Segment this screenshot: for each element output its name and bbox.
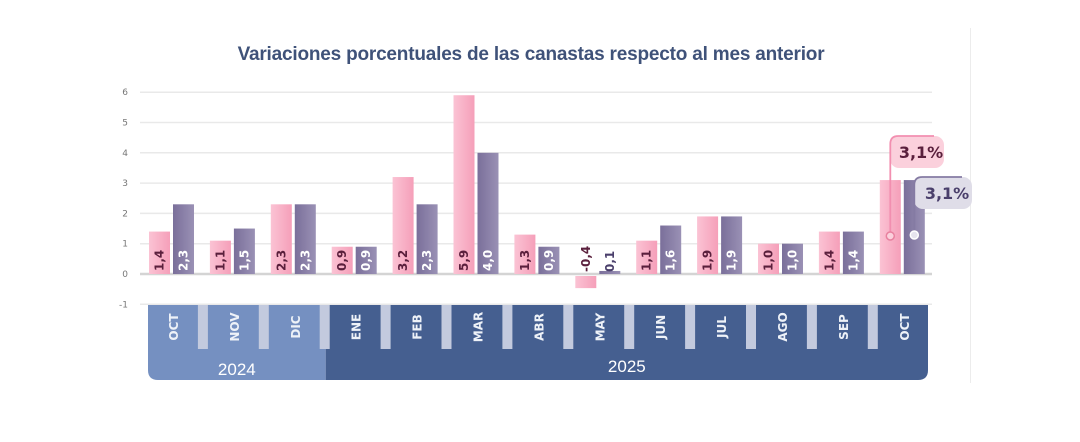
callout-value: 3,1% xyxy=(925,184,969,203)
bar-serie-rosa-ene xyxy=(331,246,353,274)
bar-serie-violeta-ago xyxy=(782,243,803,274)
bar-serie-rosa-jul xyxy=(697,216,719,274)
bar-value-label: 1,9 xyxy=(725,250,739,271)
year-label-2024: 2024 xyxy=(218,360,256,379)
bar-value-label: 2,3 xyxy=(274,250,288,271)
bar-value-label: 0,9 xyxy=(542,250,556,271)
callout-leader xyxy=(889,135,934,236)
bar-value-label: 1,4 xyxy=(822,250,836,271)
y-tick-label: 0 xyxy=(122,270,128,280)
month-label-jul: JUL xyxy=(715,316,729,339)
y-tick-label: 4 xyxy=(122,149,128,159)
bar-value-label: 1,4 xyxy=(153,250,167,271)
bar-value-label: 4,0 xyxy=(481,250,495,271)
bar-serie-violeta-nov xyxy=(233,228,255,274)
bar-value-label: 3,2 xyxy=(396,250,410,271)
year-band-2024 xyxy=(148,305,326,380)
month-label-ago: AGO xyxy=(776,312,790,341)
bar-serie-violeta-may xyxy=(599,270,621,274)
y-tick-label: 1 xyxy=(122,240,128,250)
month-separator xyxy=(319,305,330,349)
month-label-feb: FEB xyxy=(411,314,425,340)
bar-value-label: 2,3 xyxy=(177,250,191,271)
bar-serie-rosa-dic xyxy=(270,204,292,274)
bar-serie-violeta-jun xyxy=(660,225,682,274)
month-separator xyxy=(258,305,269,349)
frame-border xyxy=(970,28,971,383)
bar-serie-violeta-feb xyxy=(416,204,438,274)
chart-title: Variaciones porcentuales de las canastas… xyxy=(237,44,825,65)
bar-serie-rosa-feb xyxy=(392,177,414,274)
bar-value-label: 0,9 xyxy=(359,250,373,271)
bar-value-label: 1,5 xyxy=(237,250,251,271)
bar-value-label: 1,6 xyxy=(664,250,678,271)
month-label-oct: OCT xyxy=(167,313,181,341)
bar-value-label: 5,9 xyxy=(457,250,471,271)
bar-value-label: -0,4 xyxy=(579,246,593,272)
month-separator xyxy=(806,305,817,349)
month-separator xyxy=(746,305,756,349)
callout-value: 3,1% xyxy=(899,143,943,162)
bar-serie-violeta-dic xyxy=(294,204,316,274)
y-tick-label: 6 xyxy=(122,88,128,98)
bar-value-label: 2,3 xyxy=(420,250,434,271)
bar-value-label: 1,9 xyxy=(701,250,715,271)
month-label-mar: MAR xyxy=(472,312,486,342)
bar-serie-violeta-abr xyxy=(538,246,560,274)
bar-serie-violeta-ene xyxy=(355,246,377,274)
callout-dot xyxy=(909,230,920,240)
callout-dot xyxy=(885,231,896,241)
bar-value-label: 1,3 xyxy=(518,250,532,271)
bar-serie-rosa-nov xyxy=(209,240,231,274)
bar-serie-violeta-mar xyxy=(477,152,499,274)
bar-serie-rosa-oct xyxy=(149,231,170,274)
y-tick-label: -1 xyxy=(119,300,128,310)
bar-serie-rosa-sep xyxy=(818,231,840,274)
month-label-may: MAY xyxy=(593,312,607,341)
bar-value-label: 1,4 xyxy=(846,250,860,271)
bar-serie-violeta-jul xyxy=(721,216,743,274)
month-label-ene: ENE xyxy=(350,314,364,340)
month-separator xyxy=(867,305,878,349)
month-separator xyxy=(441,305,452,349)
bar-value-label: 1,0 xyxy=(786,250,800,271)
month-separator xyxy=(502,305,513,349)
month-label-oct: OCT xyxy=(898,313,912,341)
bar-serie-rosa-may xyxy=(575,276,597,289)
month-separator xyxy=(563,305,574,349)
month-separator xyxy=(380,305,391,349)
month-separator xyxy=(624,305,635,349)
month-label-jun: JUN xyxy=(654,315,668,340)
callout-leader xyxy=(913,176,962,235)
month-label-dic: DIC xyxy=(289,315,303,338)
month-label-abr: ABR xyxy=(532,313,546,341)
bar-serie-rosa-ago xyxy=(758,243,779,274)
callout-box xyxy=(914,177,972,209)
bar-value-label: 0,1 xyxy=(603,251,617,272)
bar-value-label: 1,0 xyxy=(762,250,776,271)
bar-value-label: 2,3 xyxy=(298,250,312,271)
y-tick-label: 3 xyxy=(122,179,128,189)
y-tick-label: 5 xyxy=(122,119,128,129)
month-label-nov: NOV xyxy=(228,312,242,342)
bar-serie-violeta-sep xyxy=(842,231,864,274)
bar-value-label: 1,1 xyxy=(213,250,227,271)
year-label-2025: 2025 xyxy=(608,357,646,376)
bar-serie-violeta-oct xyxy=(173,204,194,274)
bar-value-label: 1,1 xyxy=(640,250,654,271)
callout-box xyxy=(890,136,944,168)
bar-serie-rosa-abr xyxy=(514,234,536,274)
month-label-sep: SEP xyxy=(837,314,851,340)
month-separator xyxy=(685,305,696,349)
bar-serie-rosa-mar xyxy=(453,95,475,274)
y-tick-label: 2 xyxy=(122,209,128,219)
bar-serie-rosa-jun xyxy=(636,240,658,274)
month-separator xyxy=(197,305,208,349)
bar-value-label: 0,9 xyxy=(335,250,349,271)
